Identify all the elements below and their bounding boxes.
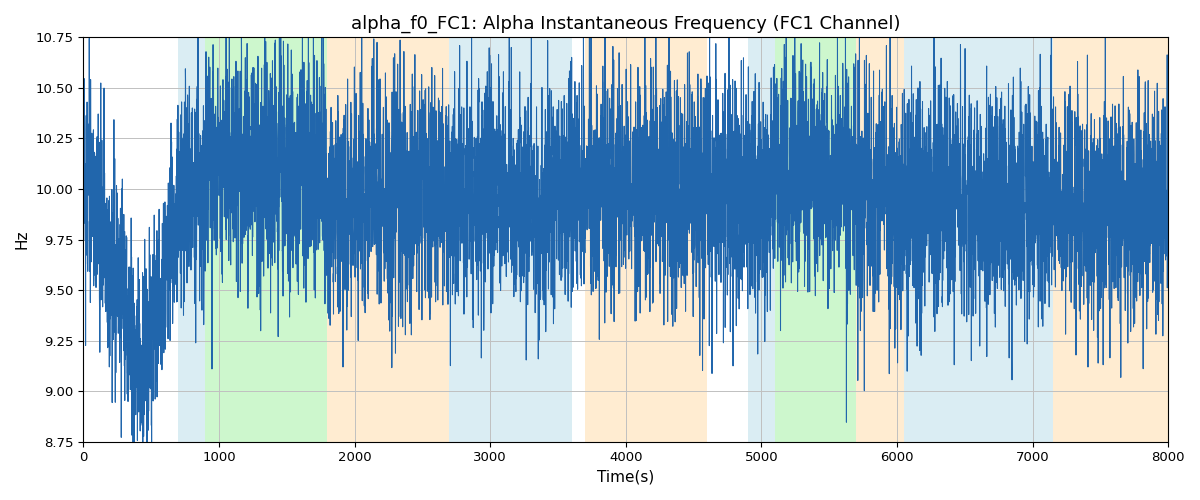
Bar (904, 38, 1052, 442)
Bar (748, 38, 775, 442)
X-axis label: Time(s): Time(s) (598, 470, 654, 485)
Bar (857, 38, 904, 442)
Bar (179, 38, 205, 442)
Title: alpha_f0_FC1: Alpha Instantaneous Frequency (FC1 Channel): alpha_f0_FC1: Alpha Instantaneous Freque… (352, 15, 900, 34)
Bar (775, 38, 857, 442)
Bar (586, 38, 707, 442)
Bar (205, 38, 328, 442)
Bar (1052, 38, 1175, 442)
Bar (328, 38, 450, 442)
Bar (450, 38, 571, 442)
Y-axis label: Hz: Hz (14, 230, 30, 250)
